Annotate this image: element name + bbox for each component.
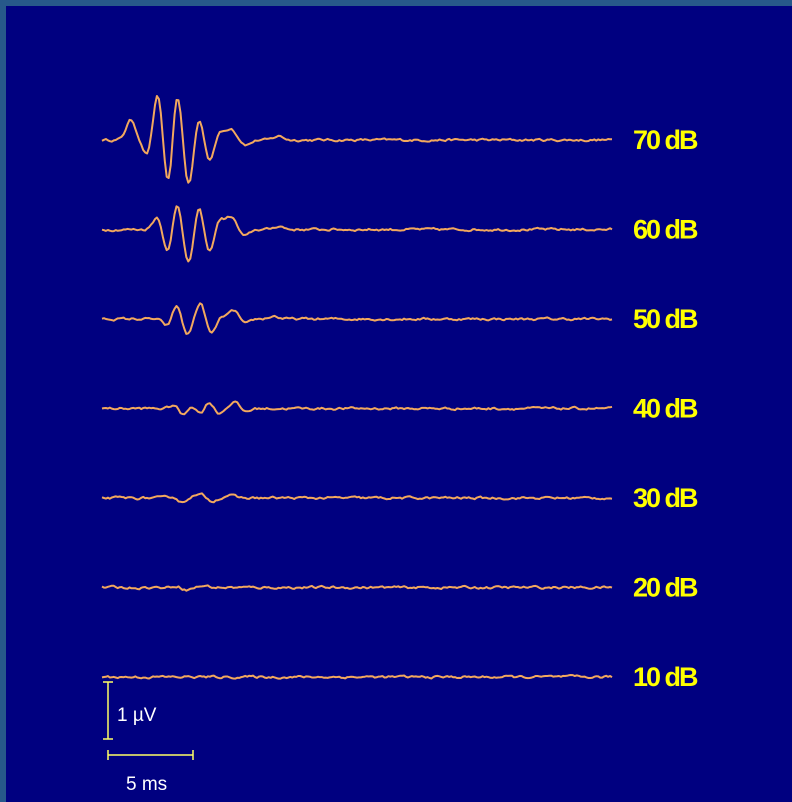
level-label-20db: 20 dB [633,573,698,603]
level-label-70db: 70 dB [633,125,698,155]
scale-bars: 1 µV 5 ms [103,681,194,795]
time-scale-label: 5 ms [126,774,167,795]
amplitude-scale-label: 1 µV [117,705,157,726]
trace-group [101,95,613,680]
trace-60db [101,205,613,263]
level-label-30db: 30 dB [633,483,698,513]
chart-panel: 70 dB 60 dB 50 dB 40 dB 30 dB 20 dB 10 dB 1 µV… [6,6,792,802]
level-label-10db: 10 dB [633,662,698,692]
level-label-40db: 40 dB [633,394,698,424]
trace-70db [101,95,613,184]
trace-40db [101,400,613,416]
abr-waveform-chart: 70 dB 60 dB 50 dB 40 dB 30 dB 20 dB 10 dB 1 µV… [101,95,700,795]
level-label-group: 70 dB 60 dB 50 dB 40 dB 30 dB 20 dB 10 dB [633,125,700,692]
level-label-50db: 50 dB [633,304,698,334]
trace-20db [101,584,613,592]
trace-30db [101,492,613,504]
trace-50db [101,302,613,335]
trace-10db [101,674,613,680]
level-label-60db: 60 dB [633,215,698,245]
